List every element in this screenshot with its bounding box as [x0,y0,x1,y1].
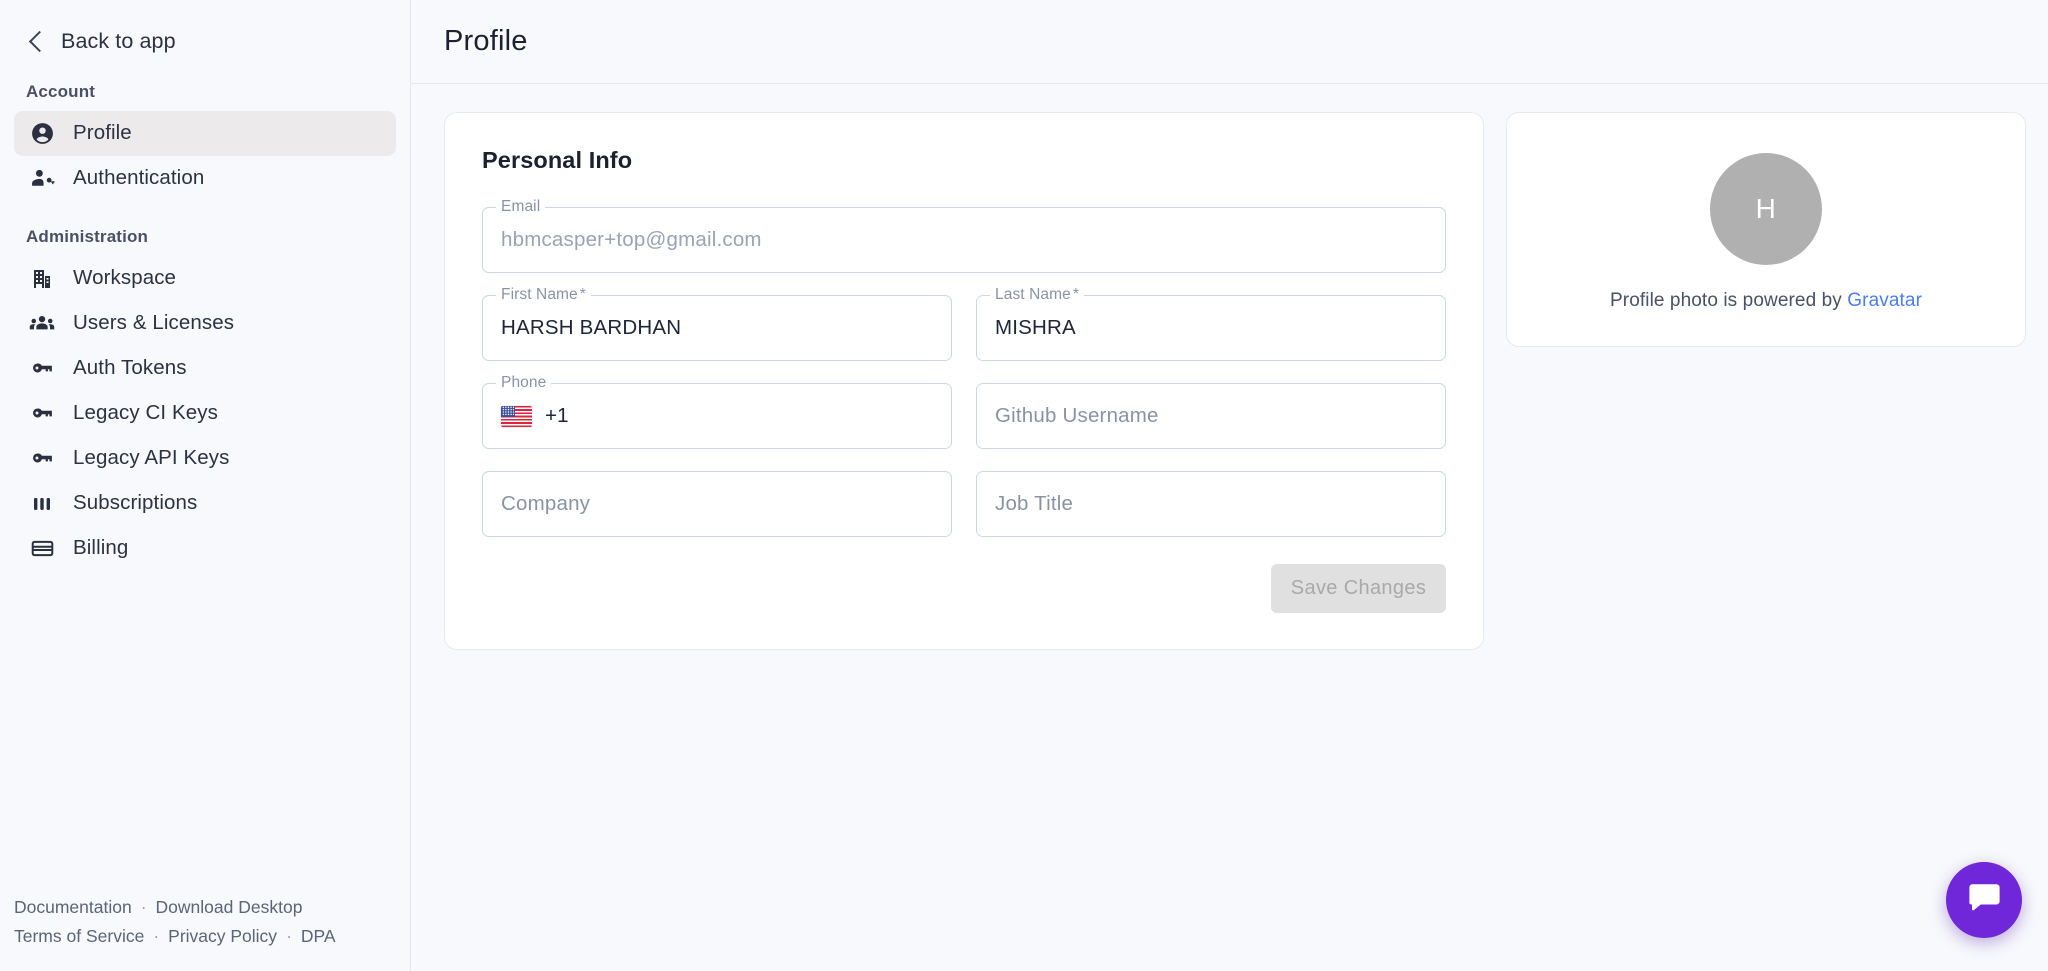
last-name-field-value: MISHRA [995,316,1076,339]
job-title-field[interactable]: Job Title [976,471,1446,537]
email-field-legend: Email [496,199,546,215]
email-field[interactable]: Email hbmcasper+top@gmail.com [482,199,1446,273]
avatar[interactable]: H [1710,153,1822,265]
sidebar-item-profile[interactable]: Profile [14,111,396,156]
phone-field-legend: Phone [496,375,552,391]
sidebar-item-legacy-api-keys[interactable]: Legacy API Keys [14,436,396,481]
footer-link-documentation[interactable]: Documentation [14,897,132,917]
email-field-value: hbmcasper+top@gmail.com [501,228,762,251]
sidebar-section-account-title: Account [26,82,96,101]
personal-info-card: Personal Info Email hbmcasper+top@gmail.… [444,112,1484,650]
gravatar-note: Profile photo is powered by Gravatar [1610,290,1922,312]
sidebar-footer: Documentation · Download Desktop Terms o… [0,893,410,951]
sidebar-item-auth-tokens-label: Auth Tokens [73,356,187,380]
people-group-icon [28,310,56,338]
person-key-icon [28,165,56,193]
sidebar-item-legacy-api-keys-label: Legacy API Keys [73,446,230,470]
job-title-placeholder: Job Title [995,492,1074,515]
github-username-placeholder: Github Username [995,404,1159,427]
sidebar-item-subscriptions[interactable]: Subscriptions [14,481,396,526]
bars-icon [28,490,56,518]
sidebar-item-auth-tokens[interactable]: Auth Tokens [14,346,396,391]
phone-field-value: +1 [545,404,569,427]
personal-info-form: Email hbmcasper+top@gmail.com First Name… [482,199,1446,537]
main-content: Profile Personal Info Email hbmcasper+to… [411,0,2048,971]
profile-photo-card: H Profile photo is powered by Gravatar [1506,112,2026,347]
first-name-field-value: HARSH BARDHAN [501,316,682,339]
sidebar-item-users-licenses[interactable]: Users & Licenses [14,301,396,346]
github-username-field[interactable]: Github Username [976,383,1446,449]
footer-separator: · [140,897,147,917]
first-name-field-legend: First Name * [496,287,591,303]
personal-info-title: Personal Info [482,147,633,173]
last-name-field[interactable]: Last Name * MISHRA [976,287,1446,361]
sidebar-item-workspace-label: Workspace [73,266,177,290]
sidebar-section-administration-list: Workspace Users & Licenses [0,256,410,571]
back-to-app-label: Back to app [61,28,176,53]
page-title: Profile [444,25,528,57]
sidebar-item-authentication[interactable]: Authentication [14,156,396,201]
chat-bubble-icon [1966,879,2003,921]
footer-link-privacy-policy[interactable]: Privacy Policy [168,926,278,946]
footer-row-1: Documentation · Download Desktop [14,893,410,922]
us-flag-icon [501,405,532,427]
save-changes-button[interactable]: Save Changes [1271,564,1446,613]
footer-separator: · [286,926,292,946]
footer-link-download-desktop[interactable]: Download Desktop [155,897,303,917]
footer-link-terms-of-service[interactable]: Terms of Service [14,926,145,946]
back-to-app-button[interactable]: Back to app [0,0,410,56]
page-header: Profile [411,0,2048,84]
key-icon [28,355,56,383]
company-field[interactable]: Company [482,471,952,537]
chevron-left-icon [28,30,51,52]
gravatar-link[interactable]: Gravatar [1847,290,1922,311]
sidebar-item-billing-label: Billing [73,536,129,560]
sidebar-item-profile-label: Profile [73,121,132,145]
building-icon [28,265,56,293]
first-name-field[interactable]: First Name * HARSH BARDHAN [482,287,952,361]
sidebar-item-authentication-label: Authentication [73,166,205,190]
sidebar-item-legacy-ci-keys-label: Legacy CI Keys [73,401,218,425]
sidebar-item-subscriptions-label: Subscriptions [73,491,198,515]
sidebar-section-administration-title: Administration [26,227,149,246]
footer-link-dpa[interactable]: DPA [300,926,336,946]
sidebar-item-billing[interactable]: Billing [14,526,396,571]
sidebar-item-workspace[interactable]: Workspace [14,256,396,301]
sidebar-item-legacy-ci-keys[interactable]: Legacy CI Keys [14,391,396,436]
form-actions: Save Changes [482,564,1446,613]
key-icon [28,445,56,473]
content-area: Personal Info Email hbmcasper+top@gmail.… [411,84,2048,650]
company-placeholder: Company [501,492,591,515]
footer-separator: · [153,926,160,946]
account-circle-icon [28,120,56,148]
key-icon [28,400,56,428]
last-name-field-legend: Last Name * [990,287,1084,303]
sidebar-item-users-licenses-label: Users & Licenses [73,311,235,335]
footer-row-2: Terms of Service · Privacy Policy · DPA [14,922,410,951]
credit-card-icon [28,535,56,563]
sidebar: Back to app Account Profile [0,0,411,971]
phone-field[interactable]: Phone +1 [482,375,952,449]
chat-button[interactable] [1946,862,2022,938]
gravatar-note-text: Profile photo is powered by [1610,290,1848,311]
sidebar-section-account-list: Profile Authentication [0,111,410,201]
